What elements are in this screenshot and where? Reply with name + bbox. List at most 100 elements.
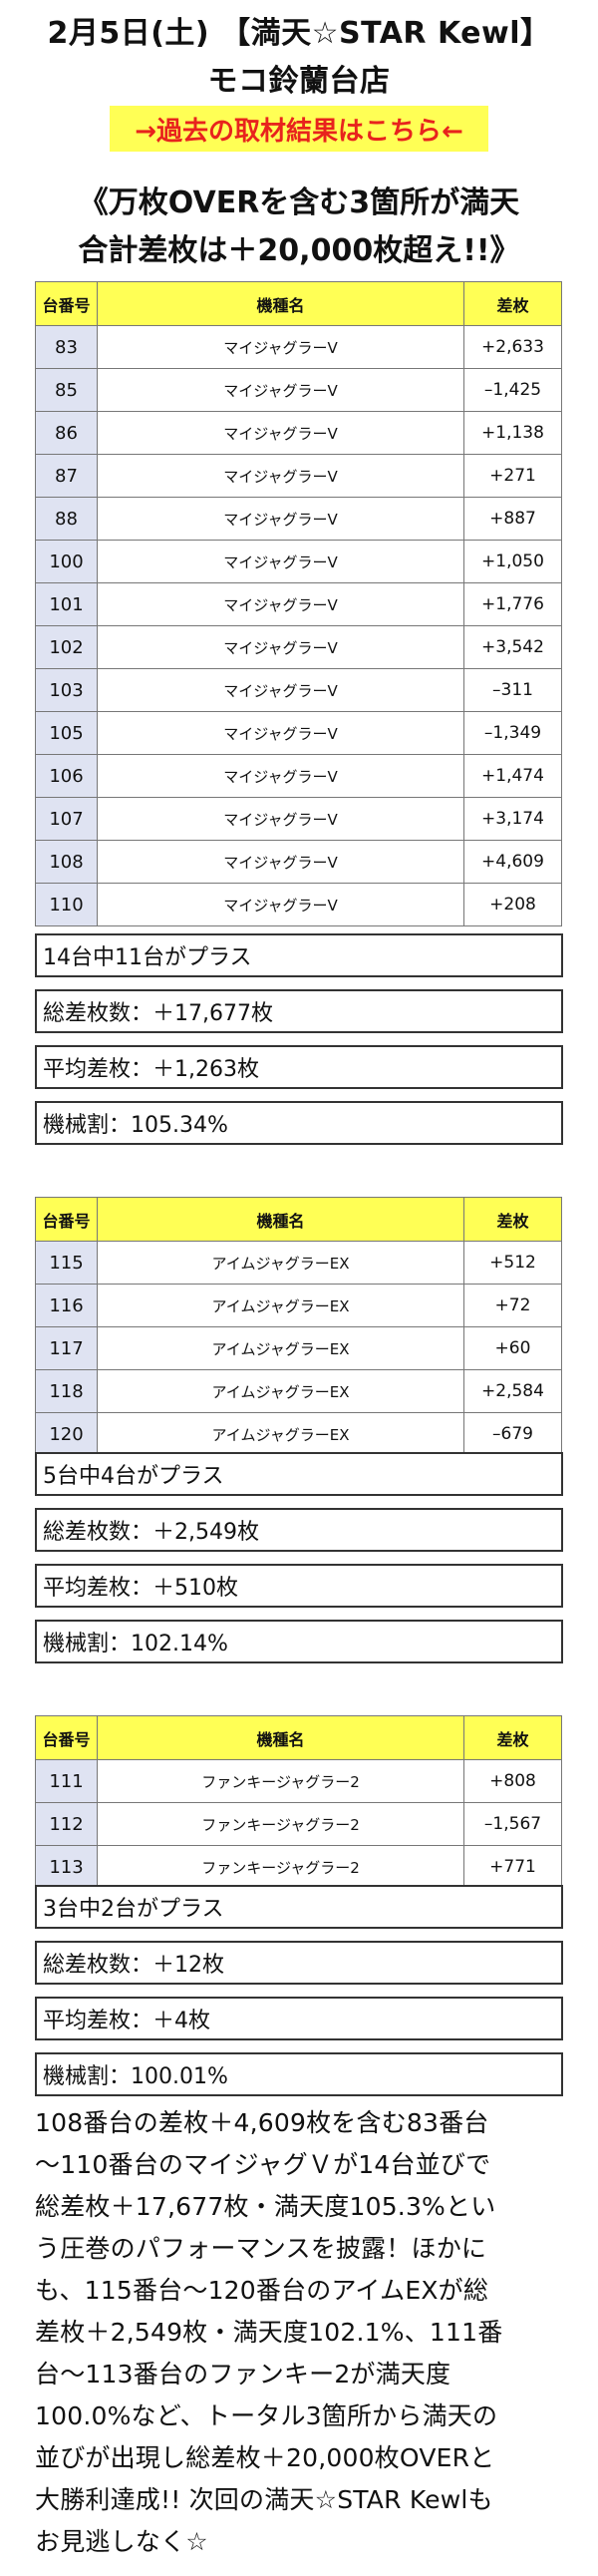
coin-diff: –1,425 <box>463 368 562 412</box>
model-name: ファンキージャグラー2 <box>97 1802 464 1846</box>
machine-number: 112 <box>35 1802 98 1846</box>
table-row: 118 アイムジャグラーEX +2,584 <box>35 1369 562 1413</box>
machine-number: 120 <box>35 1412 98 1456</box>
summary-line: 大勝利達成!! 次回の満天☆STAR Kewlも <box>35 2485 493 2514</box>
plus-count-box: 5台中4台がプラス <box>35 1452 563 1496</box>
table-row: 88 マイジャグラーV +887 <box>35 497 562 541</box>
table-row: 102 マイジャグラーV +3,542 <box>35 625 562 669</box>
table-row: 83 マイジャグラーV +2,633 <box>35 325 562 369</box>
table-row: 86 マイジャグラーV +1,138 <box>35 411 562 455</box>
machine-number: 117 <box>35 1326 98 1370</box>
summary-line: 〜110番台のマイジャグＶが14台並びで <box>35 2150 491 2179</box>
event-title: 2月5日(土) 【満天☆STAR Kewl】 <box>47 16 551 51</box>
machine-number: 110 <box>35 883 98 926</box>
machine-number: 105 <box>35 711 98 755</box>
model-name: アイムジャグラーEX <box>97 1369 464 1413</box>
model-name: マイジャグラーV <box>97 325 464 369</box>
coin-diff: +271 <box>463 454 562 498</box>
table-row: 105 マイジャグラーV –1,349 <box>35 711 562 755</box>
average-diff-box: 平均差枚：＋510枚 <box>35 1564 563 1608</box>
coin-diff: +208 <box>463 883 562 926</box>
summary-line: 100.0%など、トータル3箇所から満天の <box>35 2401 498 2430</box>
coin-diff: –1,349 <box>463 711 562 755</box>
machine-number: 116 <box>35 1284 98 1327</box>
table-row: 112 ファンキージャグラー2 –1,567 <box>35 1802 562 1846</box>
coin-diff: +887 <box>463 497 562 541</box>
summary-line: 総差枚＋17,677枚・満天度105.3%とい <box>35 2192 496 2221</box>
payout-rate-box: 機械割：102.14% <box>35 1620 563 1663</box>
model-name: マイジャグラーV <box>97 368 464 412</box>
summary-line: 差枚＋2,549枚・満天度102.1%、111番 <box>35 2318 503 2347</box>
store-name: モコ鈴蘭台店 <box>207 64 391 99</box>
column-header-number: 台番号 <box>35 1197 98 1242</box>
table-row: 117 アイムジャグラーEX +60 <box>35 1326 562 1370</box>
model-name: アイムジャグラーEX <box>97 1412 464 1456</box>
headline-line-1: 《万枚OVERを含む3箇所が満天 <box>78 185 520 220</box>
coin-diff: +3,542 <box>463 625 562 669</box>
coin-diff: +1,138 <box>463 411 562 455</box>
coin-diff: +771 <box>463 1845 562 1889</box>
total-diff-box: 総差枚数：＋12枚 <box>35 1941 563 1985</box>
table-header-row: 台番号 機種名 差枚 <box>35 1197 562 1242</box>
coin-diff: +1,474 <box>463 754 562 798</box>
machine-number: 87 <box>35 454 98 498</box>
table-row: 120 アイムジャグラーEX –679 <box>35 1412 562 1456</box>
table-row: 100 マイジャグラーV +1,050 <box>35 540 562 583</box>
coin-diff: –1,567 <box>463 1802 562 1846</box>
coin-diff: +60 <box>463 1326 562 1370</box>
machine-number: 113 <box>35 1845 98 1889</box>
coin-diff: +1,776 <box>463 582 562 626</box>
machine-number: 102 <box>35 625 98 669</box>
summary-line: 並びが出現し総差枚＋20,000枚OVERと <box>35 2443 495 2472</box>
total-diff-box: 総差枚数：＋17,677枚 <box>35 989 563 1033</box>
payout-rate-box: 機械割：100.01% <box>35 2052 563 2096</box>
column-header-diff: 差枚 <box>463 1715 562 1760</box>
table-row: 101 マイジャグラーV +1,776 <box>35 582 562 626</box>
coin-diff: +1,050 <box>463 540 562 583</box>
machine-number: 108 <box>35 840 98 884</box>
machine-number: 86 <box>35 411 98 455</box>
model-name: アイムジャグラーEX <box>97 1284 464 1327</box>
model-name: マイジャグラーV <box>97 497 464 541</box>
table-row: 85 マイジャグラーV –1,425 <box>35 368 562 412</box>
machine-number: 111 <box>35 1759 98 1803</box>
headline-line-2: 合計差枚は＋20,000枚超え!!》 <box>78 233 520 268</box>
coin-diff: +2,633 <box>463 325 562 369</box>
column-header-diff: 差枚 <box>463 281 562 326</box>
summary-paragraph: 108番台の差枚＋4,609枚を含む83番台 〜110番台のマイジャグＶが14台… <box>35 2102 568 2563</box>
coin-diff: +512 <box>463 1241 562 1285</box>
coin-diff: +3,174 <box>463 797 562 841</box>
total-diff-box: 総差枚数：＋2,549枚 <box>35 1508 563 1552</box>
table-row: 107 マイジャグラーV +3,174 <box>35 797 562 841</box>
column-header-model: 機種名 <box>97 281 464 326</box>
column-header-number: 台番号 <box>35 281 98 326</box>
average-diff-box: 平均差枚：＋4枚 <box>35 1997 563 2040</box>
summary-line: 108番台の差枚＋4,609枚を含む83番台 <box>35 2108 489 2137</box>
machine-number: 85 <box>35 368 98 412</box>
results-table-2: 台番号 機種名 差枚 115 アイムジャグラーEX +512 116 アイムジャグラー… <box>35 1197 562 1456</box>
table-row: 110 マイジャグラーV +208 <box>35 883 562 926</box>
machine-number: 83 <box>35 325 98 369</box>
column-header-model: 機種名 <box>97 1197 464 1242</box>
table-row: 103 マイジャグラーV –311 <box>35 668 562 712</box>
machine-number: 107 <box>35 797 98 841</box>
table-header-row: 台番号 機種名 差枚 <box>35 281 562 326</box>
past-results-link[interactable]: →過去の取材結果はこちら← <box>110 106 488 152</box>
machine-number: 115 <box>35 1241 98 1285</box>
table-row: 111 ファンキージャグラー2 +808 <box>35 1759 562 1803</box>
coin-diff: –679 <box>463 1412 562 1456</box>
table-row: 115 アイムジャグラーEX +512 <box>35 1241 562 1285</box>
model-name: マイジャグラーV <box>97 711 464 755</box>
column-header-diff: 差枚 <box>463 1197 562 1242</box>
coin-diff: +808 <box>463 1759 562 1803</box>
machine-number: 101 <box>35 582 98 626</box>
results-table-1: 台番号 機種名 差枚 83 マイジャグラーV +2,633 85 マイジャグラーV –1… <box>35 281 562 926</box>
column-header-number: 台番号 <box>35 1715 98 1760</box>
table-row: 87 マイジャグラーV +271 <box>35 454 562 498</box>
machine-number: 106 <box>35 754 98 798</box>
model-name: マイジャグラーV <box>97 540 464 583</box>
table-row: 106 マイジャグラーV +1,474 <box>35 754 562 798</box>
model-name: ファンキージャグラー2 <box>97 1759 464 1803</box>
model-name: マイジャグラーV <box>97 754 464 798</box>
